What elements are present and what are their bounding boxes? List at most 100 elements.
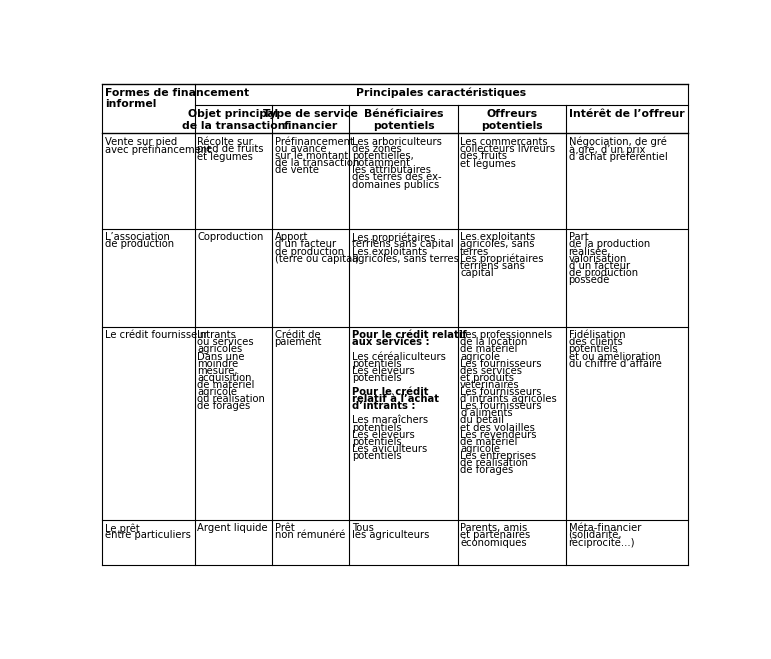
Text: Le crédit fournisseur: Le crédit fournisseur xyxy=(105,330,207,340)
Text: d’un facteur: d’un facteur xyxy=(568,261,630,271)
Text: Les revendeurs: Les revendeurs xyxy=(460,430,537,440)
Text: paiement: paiement xyxy=(274,337,322,347)
Text: de forages: de forages xyxy=(197,401,251,411)
Text: et légumes: et légumes xyxy=(460,158,516,169)
Text: Offreurs
potentiels: Offreurs potentiels xyxy=(481,109,543,130)
Text: valorisation: valorisation xyxy=(568,254,627,264)
Text: Coproduction: Coproduction xyxy=(197,233,264,243)
Text: Crédit de: Crédit de xyxy=(274,330,320,340)
Text: de production: de production xyxy=(105,239,174,249)
Text: Bénéficiaires
potentiels: Bénéficiaires potentiels xyxy=(364,109,443,130)
Text: Les fournisseurs: Les fournisseurs xyxy=(460,358,542,368)
Text: de la transaction: de la transaction xyxy=(274,158,359,168)
Text: des zones: des zones xyxy=(352,144,402,154)
Text: notamment: notamment xyxy=(352,158,410,168)
Text: collecteurs livreurs: collecteurs livreurs xyxy=(460,144,555,154)
Text: agricoles, sans: agricoles, sans xyxy=(460,239,534,249)
Text: du chiffre d’affaire: du chiffre d’affaire xyxy=(568,358,662,368)
Text: potentiels: potentiels xyxy=(352,422,402,432)
Text: à gré, d’un prix: à gré, d’un prix xyxy=(568,144,645,154)
Text: Les aviculteurs: Les aviculteurs xyxy=(352,444,427,454)
Text: Les exploitants: Les exploitants xyxy=(352,246,427,256)
Text: d’intrants agricoles: d’intrants agricoles xyxy=(460,394,557,404)
Text: Négociation, de gré: Négociation, de gré xyxy=(568,137,666,148)
Text: pied de fruits: pied de fruits xyxy=(197,144,264,154)
Text: Pour le crédit: Pour le crédit xyxy=(352,387,429,397)
Text: Tous: Tous xyxy=(352,523,374,533)
Text: Formes de financement
informel: Formes de financement informel xyxy=(105,88,249,109)
Text: Les exploitants: Les exploitants xyxy=(460,233,535,243)
Text: terriens sans capital: terriens sans capital xyxy=(352,239,453,249)
Text: mesure,: mesure, xyxy=(197,366,237,376)
Text: potentiels: potentiels xyxy=(568,345,618,355)
Text: Part: Part xyxy=(568,233,588,243)
Text: Prêt: Prêt xyxy=(274,523,295,533)
Text: et légumes: et légumes xyxy=(197,151,253,161)
Text: Argent liquide: Argent liquide xyxy=(197,523,268,533)
Text: de forages: de forages xyxy=(460,465,513,475)
Text: potentiels: potentiels xyxy=(352,373,402,383)
Text: d’un facteur: d’un facteur xyxy=(274,239,335,249)
Text: Les éleveurs: Les éleveurs xyxy=(352,430,415,440)
Text: potentiels: potentiels xyxy=(352,437,402,447)
Text: de la location: de la location xyxy=(460,337,527,347)
Text: des clients: des clients xyxy=(568,337,622,347)
Text: L’association: L’association xyxy=(105,233,170,243)
Text: Fidélisation: Fidélisation xyxy=(568,330,625,340)
Text: Objet principal
de la transaction: Objet principal de la transaction xyxy=(182,109,285,130)
Text: de production: de production xyxy=(568,268,638,278)
Text: Principales caractéristiques: Principales caractéristiques xyxy=(356,88,527,98)
Text: Les commerçants: Les commerçants xyxy=(460,137,548,147)
Text: Les éleveurs: Les éleveurs xyxy=(352,366,415,376)
Text: Les fournisseurs: Les fournisseurs xyxy=(460,401,542,411)
Text: vétérinaires: vétérinaires xyxy=(460,380,520,390)
Text: et ou amélioration: et ou amélioration xyxy=(568,351,660,362)
Text: réalisée,: réalisée, xyxy=(568,246,611,256)
Text: Intrants: Intrants xyxy=(197,330,236,340)
Text: agricole: agricole xyxy=(460,351,500,362)
Text: Le prêt: Le prêt xyxy=(105,523,140,534)
Text: ou réalisation: ou réalisation xyxy=(197,394,265,404)
Text: du bétail: du bétail xyxy=(460,415,504,426)
Text: Vente sur pied: Vente sur pied xyxy=(105,137,177,147)
Text: Méta-financier: Méta-financier xyxy=(568,523,641,533)
Text: agricoles, sans terres: agricoles, sans terres xyxy=(352,254,459,264)
Text: de production: de production xyxy=(274,246,344,256)
Text: des terres des ex-: des terres des ex- xyxy=(352,173,442,183)
Text: possédé: possédé xyxy=(568,275,610,285)
Text: les attributaires: les attributaires xyxy=(352,165,431,175)
Text: les agriculteurs: les agriculteurs xyxy=(352,530,429,540)
Text: de matériel: de matériel xyxy=(197,380,254,390)
Text: et des volailles: et des volailles xyxy=(460,422,535,432)
Text: avec préfinancement: avec préfinancement xyxy=(105,144,210,154)
Text: réciprocité...): réciprocité...) xyxy=(568,537,635,548)
Text: d’achat préférentiel: d’achat préférentiel xyxy=(568,151,667,161)
Text: Les professionnels: Les professionnels xyxy=(460,330,552,340)
Text: et partenaires: et partenaires xyxy=(460,530,530,540)
Text: et produits: et produits xyxy=(460,373,514,383)
Text: moindre: moindre xyxy=(197,358,238,368)
Text: (solidarité,: (solidarité, xyxy=(568,530,622,540)
Text: Les propriétaires: Les propriétaires xyxy=(460,254,544,264)
Text: potentiels: potentiels xyxy=(352,358,402,368)
Text: Parents, amis: Parents, amis xyxy=(460,523,527,533)
Text: domaines publics: domaines publics xyxy=(352,179,439,190)
Text: de matériel: de matériel xyxy=(460,437,517,447)
Text: d’aliments: d’aliments xyxy=(460,409,513,418)
Text: Les propriétaires: Les propriétaires xyxy=(352,233,436,243)
Text: agricole: agricole xyxy=(460,444,500,454)
Text: sur le montant: sur le montant xyxy=(274,151,348,161)
Text: de réalisation: de réalisation xyxy=(460,458,528,468)
Text: Pour le crédit relatif: Pour le crédit relatif xyxy=(352,330,466,340)
Text: Intérêt de l’offreur: Intérêt de l’offreur xyxy=(569,109,685,119)
Text: agricole: agricole xyxy=(197,387,237,397)
Text: entre particuliers: entre particuliers xyxy=(105,530,190,540)
Text: économiques: économiques xyxy=(460,537,527,548)
Text: ou services: ou services xyxy=(197,337,254,347)
Text: Les céréaliculteurs: Les céréaliculteurs xyxy=(352,351,446,362)
Text: relatif à l’achat: relatif à l’achat xyxy=(352,394,439,404)
Text: terres: terres xyxy=(460,246,490,256)
Text: potentiels: potentiels xyxy=(352,451,402,461)
Text: aux services :: aux services : xyxy=(352,337,429,347)
Text: des services: des services xyxy=(460,366,522,376)
